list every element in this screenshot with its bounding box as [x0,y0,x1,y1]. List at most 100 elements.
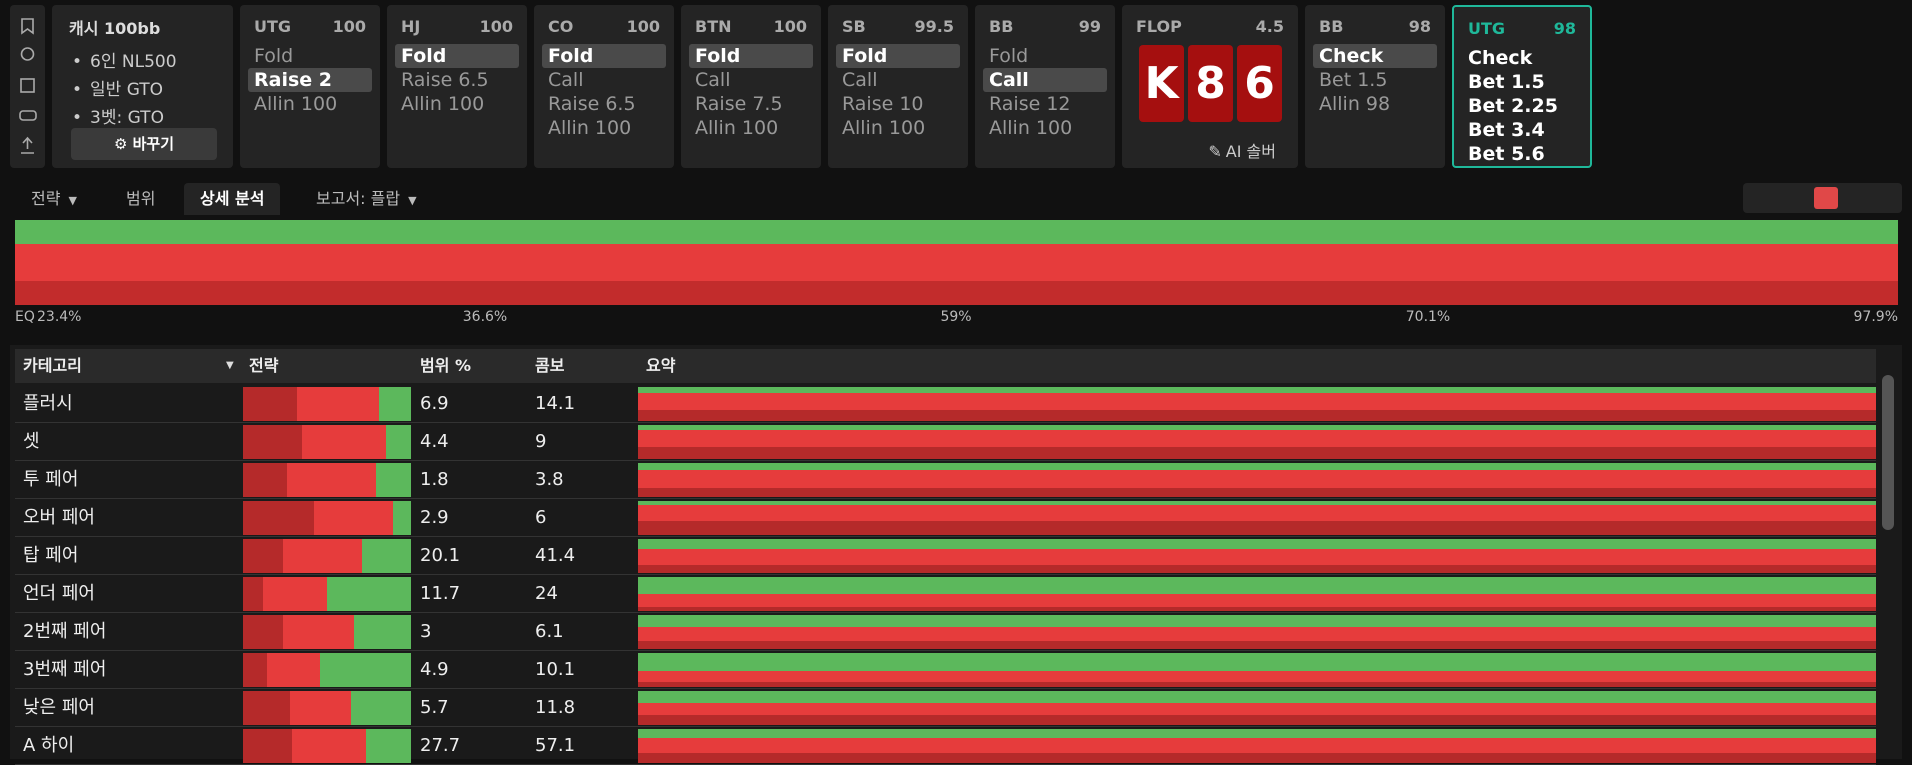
combos: 41.4 [535,545,576,566]
action[interactable]: Allin 98 [1319,93,1391,115]
action[interactable]: Call [695,69,731,91]
strategy-bar [243,463,411,497]
combos: 24 [535,583,558,604]
strategy-bar [243,387,411,421]
action[interactable]: Allin 100 [548,117,632,139]
action[interactable]: Raise 7.5 [695,93,783,115]
info-text: 일반 GTO [90,80,164,100]
summary-segment [638,715,1876,725]
summary-bar [638,463,1876,497]
action[interactable]: Fold [395,44,519,68]
summary-segment [638,738,1876,754]
sort-arrow: ▼ [226,360,234,371]
action[interactable]: Fold [836,44,960,68]
scrollbar[interactable] [1882,375,1894,530]
category[interactable]: 언더 페어 [23,583,95,604]
action[interactable]: Bet 5.6 [1468,143,1545,165]
bullet: • [72,80,83,100]
summary-segment [638,501,1876,505]
action[interactable]: Raise 2 [248,68,372,92]
position-stack: 99 [1078,17,1101,36]
bookmark-icon[interactable] [21,18,34,35]
action[interactable]: Check [1313,44,1437,68]
category[interactable]: A 하이 [23,735,75,756]
column-header[interactable]: 전략 [249,356,279,375]
action[interactable]: Allin 100 [989,117,1073,139]
info-item: • 일반 GTO [72,75,163,100]
category[interactable]: 투 페어 [23,469,79,490]
action[interactable]: Bet 2.25 [1468,95,1558,117]
position-name: HJ [401,17,421,36]
action[interactable]: Raise 10 [842,93,924,115]
info-header: 캐시 100bb [69,15,160,39]
info-panel: 캐시 100bb ⚙ 바꾸기 • 6인 NL500 • 일반 GTO • 3벳: GTO [52,5,233,168]
action[interactable]: Fold [542,44,666,68]
tab-label: 전략 [31,189,61,208]
strategy-segment [320,653,411,687]
category[interactable]: 플러시 [23,393,73,414]
action[interactable]: Raise 6.5 [548,93,636,115]
change-button[interactable]: ⚙ 바꾸기 [71,128,217,160]
action[interactable]: Call [983,68,1107,92]
summary-bar [638,387,1876,421]
action[interactable]: Allin 100 [695,117,779,139]
table-header [15,349,1876,383]
range-percent: 11.7 [420,583,461,604]
game-type: 캐시 [69,19,99,38]
action[interactable]: Allin 100 [842,117,926,139]
position-name: CO [548,17,574,36]
tab[interactable]: 전략 ▼ [15,183,93,215]
column-header[interactable]: 범위 % [420,356,472,375]
action[interactable]: Call [548,69,584,91]
strategy-segment [379,387,411,421]
export-icon[interactable] [21,136,34,154]
summary-bar [638,615,1876,649]
category[interactable]: 낮은 페어 [23,697,95,718]
info-text: 3벳: GTO [90,108,164,128]
view-buttons [1743,183,1902,213]
combos: 57.1 [535,735,576,756]
action[interactable]: Check [1468,47,1533,69]
column-header[interactable]: 콤보 [535,356,565,375]
category[interactable]: 오버 페어 [23,507,95,528]
position-name: BB [989,17,1014,36]
reset-icon[interactable] [20,47,35,61]
action[interactable]: Allin 100 [254,93,338,115]
view-button-active[interactable] [1814,187,1838,209]
category[interactable]: 탑 페어 [23,545,79,566]
column-header[interactable]: 요약 [646,356,676,375]
action[interactable]: Raise 6.5 [401,69,489,91]
summary-segment [638,594,1876,607]
strategy-segment [291,729,366,763]
save-icon[interactable] [20,78,35,93]
action[interactable]: Bet 3.4 [1468,119,1545,141]
column-header[interactable]: 카테고리 [23,356,82,375]
strategy-segment [243,577,264,611]
row-divider [15,460,1876,461]
combos: 6.1 [535,621,564,642]
tab[interactable]: 보고서: 플랍 ▼ [300,183,433,215]
strategy-bar [243,539,411,573]
summary-bar [638,729,1876,763]
category[interactable]: 2번째 페어 [23,621,107,642]
tab[interactable]: 상세 분석 [184,183,281,215]
action[interactable]: Fold [989,45,1029,67]
combos: 6 [535,507,547,528]
action[interactable]: Allin 100 [401,93,485,115]
board-card: 8 [1188,45,1233,122]
action[interactable]: Fold [254,45,294,67]
action[interactable]: Raise 12 [989,93,1071,115]
action[interactable]: Call [842,69,878,91]
tab[interactable]: 범위 [110,183,171,215]
action[interactable]: Fold [689,44,813,68]
game-icon[interactable] [19,110,37,121]
summary-segment [638,626,1876,641]
pot: 4.5 [1255,17,1284,36]
ai-solver-button[interactable]: ✎ AI 솔버 [1208,138,1276,162]
category[interactable]: 3번째 페어 [23,659,107,680]
category[interactable]: 셋 [23,431,40,452]
action[interactable]: Bet 1.5 [1468,71,1545,93]
position-name: UTG [1468,19,1506,38]
sidebar [10,5,45,168]
action[interactable]: Bet 1.5 [1319,69,1388,91]
